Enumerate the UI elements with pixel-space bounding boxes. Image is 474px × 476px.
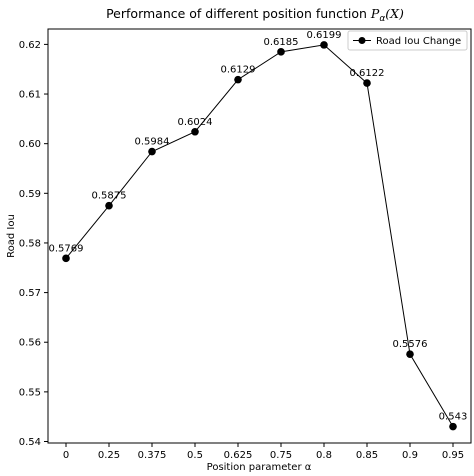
legend: Road Iou Change	[347, 30, 468, 51]
data-label: 0.543	[439, 412, 468, 423]
chart-title-math: P	[370, 6, 380, 21]
legend-box	[347, 30, 468, 51]
x-tick-label: 0.75	[270, 450, 292, 461]
plot-area	[47, 28, 472, 444]
data-point	[449, 422, 457, 431]
data-point	[234, 75, 242, 84]
x-axis: 0 0.25 0.375 0.5 0.625 0.75 0.8 0.85 0.9 0.95	[63, 443, 464, 461]
chart-title-math-sub: α	[379, 14, 385, 24]
data-point	[105, 201, 113, 210]
y-tick-label: 0.56	[19, 338, 41, 349]
x-tick-label: 0.625	[224, 450, 253, 461]
data-label: 0.6185	[264, 37, 299, 48]
data-label: 0.5984	[135, 137, 170, 148]
y-tick-label: 0.57	[19, 288, 41, 299]
series-road-iou-change	[62, 41, 457, 431]
data-label: 0.6122	[350, 68, 385, 79]
data-label: 0.6024	[178, 117, 213, 128]
chart-title: Performance of different position functi…	[106, 6, 404, 24]
y-tick-label: 0.58	[19, 238, 41, 249]
data-label: 0.5576	[393, 339, 428, 350]
chart-title-math-arg: (X)	[385, 6, 404, 21]
y-tick-label: 0.60	[19, 139, 41, 150]
legend-marker-sample	[358, 37, 366, 44]
data-point	[191, 127, 199, 136]
legend-label: Road Iou Change	[376, 36, 461, 47]
data-point	[277, 48, 285, 56]
y-tick-label: 0.62	[19, 40, 41, 51]
x-tick-label: 0.8	[316, 450, 332, 461]
data-label: 0.6199	[307, 30, 342, 41]
x-tick-label: 0.375	[138, 450, 167, 461]
x-tick-label: 0.5	[187, 450, 203, 461]
x-tick-label: 0.95	[442, 450, 464, 461]
data-label: 0.5875	[92, 191, 127, 202]
data-label: 0.6129	[221, 65, 256, 76]
x-axis-label: Position parameter α	[207, 462, 312, 473]
data-point	[320, 41, 328, 49]
y-tick-label: 0.54	[19, 437, 41, 448]
x-tick-label: 0	[63, 450, 69, 461]
series-line	[65, 44, 454, 427]
x-tick-label: 0.9	[402, 450, 418, 461]
data-point	[148, 147, 156, 156]
y-tick-label: 0.61	[19, 90, 41, 101]
x-tick-label: 0.85	[356, 450, 378, 461]
y-axis-label: Road Iou	[6, 214, 17, 258]
data-point	[62, 254, 70, 263]
y-tick-label: 0.59	[19, 189, 41, 200]
data-point	[363, 79, 371, 87]
data-labels: 0.5769 0.5875 0.5984 0.6024 0.6129 0.6185 0.61…	[49, 30, 468, 423]
chart-title-text: Performance of different position functi…	[106, 6, 371, 21]
x-tick-label: 0.25	[98, 450, 120, 461]
y-tick-label: 0.55	[19, 387, 41, 398]
data-point	[406, 350, 414, 358]
data-label: 0.5769	[49, 243, 84, 254]
y-axis: 0.54 0.55 0.56 0.57 0.58 0.59 0.60 0.61 0.62	[19, 40, 48, 448]
